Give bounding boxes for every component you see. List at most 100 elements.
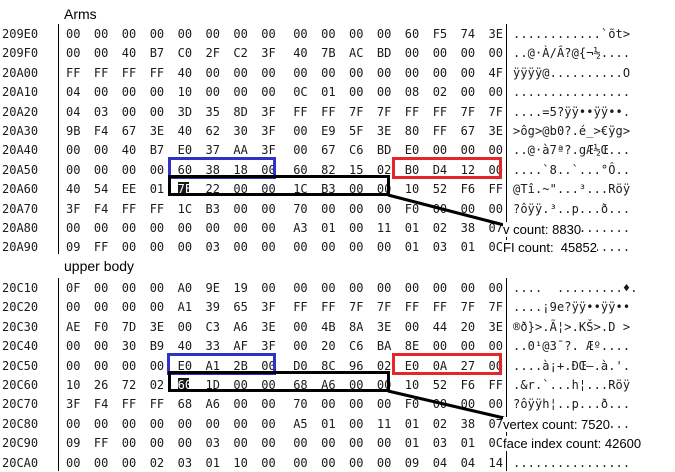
hex-byte[interactable]: 3D <box>177 104 193 119</box>
hex-byte[interactable]: 04 <box>460 455 476 470</box>
ascii-text[interactable]: ?ôÿÿh¦..p...ð... <box>513 397 631 412</box>
hex-byte[interactable]: E0 <box>177 143 193 158</box>
hex-byte[interactable]: 0C <box>488 436 503 451</box>
hex-byte[interactable]: B3 <box>205 201 220 216</box>
hex-byte[interactable]: 00 <box>376 436 392 451</box>
hex-byte[interactable]: 09 <box>66 240 81 255</box>
hex-byte[interactable]: 00 <box>121 221 137 235</box>
hex-byte[interactable]: 30 <box>233 124 248 138</box>
hex-byte[interactable]: 01 <box>149 182 165 197</box>
hex-byte[interactable]: 00 <box>349 436 364 451</box>
hex-byte[interactable]: 00 <box>121 436 137 451</box>
hex-byte[interactable]: FF <box>432 104 448 119</box>
hex-byte[interactable]: 00 <box>460 143 476 158</box>
hex-byte[interactable]: 40 <box>177 65 193 80</box>
hex-byte[interactable]: 7F <box>488 104 503 119</box>
hex-byte[interactable]: 44 <box>432 319 448 334</box>
hex-byte[interactable]: 00 <box>488 143 503 158</box>
hex-byte[interactable]: FF <box>432 124 448 138</box>
hex-byte[interactable]: 3F <box>261 46 276 61</box>
hex-byte[interactable]: C6 <box>349 339 364 354</box>
hex-byte[interactable]: 38 <box>205 162 220 177</box>
hex-byte[interactable]: A6 <box>205 397 220 412</box>
hex-byte[interactable]: 00 <box>121 416 137 431</box>
hex-byte[interactable]: 00 <box>261 221 276 235</box>
hex-byte[interactable]: 01 <box>321 85 336 100</box>
hex-byte[interactable]: 38 <box>460 221 476 235</box>
hex-byte[interactable]: D0 <box>293 358 308 373</box>
hex-byte[interactable]: 3F <box>66 201 81 216</box>
hex-byte[interactable]: 3F <box>261 300 276 315</box>
hex-byte[interactable]: 10 <box>233 455 248 470</box>
hex-byte[interactable]: 00 <box>293 436 308 451</box>
hex-byte[interactable]: 03 <box>93 104 109 119</box>
hex-byte[interactable]: 7E <box>177 182 193 197</box>
hex-byte[interactable]: 00 <box>205 85 220 100</box>
hex-byte[interactable]: BD <box>376 143 392 158</box>
hex-byte[interactable]: 3F <box>261 104 276 119</box>
hex-byte[interactable]: D4 <box>432 162 448 177</box>
hex-byte[interactable]: 00 <box>376 281 392 295</box>
hex-byte[interactable]: 60 <box>293 162 308 177</box>
hex-byte[interactable]: 00 <box>432 46 448 61</box>
hex-byte[interactable]: 00 <box>488 85 503 100</box>
hex-byte[interactable]: 01 <box>321 221 336 235</box>
hex-byte[interactable]: 00 <box>404 46 420 61</box>
hex-byte[interactable]: F6 <box>460 182 476 197</box>
hex-byte[interactable]: 40 <box>121 143 137 158</box>
ascii-text[interactable]: @Tî.~"...³...Röÿ <box>513 182 631 197</box>
hex-byte[interactable]: 30 <box>121 339 137 354</box>
hex-byte[interactable]: 00 <box>205 27 220 41</box>
hex-byte[interactable]: 65 <box>233 300 248 315</box>
hex-byte[interactable]: 3F <box>261 124 276 138</box>
hex-byte[interactable]: 52 <box>432 378 448 392</box>
hex-byte[interactable]: 22 <box>205 182 220 197</box>
hex-byte[interactable]: 00 <box>233 85 248 100</box>
hex-byte[interactable]: FF <box>293 300 308 315</box>
hex-byte[interactable]: F4 <box>93 397 109 412</box>
hex-byte[interactable]: 00 <box>205 65 220 80</box>
hex-byte[interactable]: FF <box>93 65 109 80</box>
hex-byte[interactable]: 15 <box>349 162 364 177</box>
hex-byte[interactable]: 00 <box>121 300 137 315</box>
hex-byte[interactable]: 40 <box>121 46 137 61</box>
hex-byte[interactable]: A1 <box>177 300 193 315</box>
hex-byte[interactable]: 00 <box>404 65 420 80</box>
hex-byte[interactable]: 00 <box>149 162 165 177</box>
hex-byte[interactable]: 00 <box>261 281 276 295</box>
hex-byte[interactable]: 00 <box>66 339 81 354</box>
hex-byte[interactable]: 10 <box>404 182 420 197</box>
hex-byte[interactable]: 00 <box>93 27 109 41</box>
hex-byte[interactable]: B0 <box>404 162 420 177</box>
hex-byte[interactable]: 00 <box>404 319 420 334</box>
hex-byte[interactable]: 00 <box>321 455 336 470</box>
hex-byte[interactable]: 00 <box>376 240 392 255</box>
hex-byte[interactable]: 00 <box>488 339 503 354</box>
hex-byte[interactable]: E0 <box>177 358 193 373</box>
hex-byte[interactable]: 00 <box>93 162 109 177</box>
hex-byte[interactable]: 00 <box>149 221 165 235</box>
hex-byte[interactable]: 3E <box>149 319 165 334</box>
hex-byte[interactable]: 67 <box>121 124 137 138</box>
hex-byte[interactable]: 38 <box>460 416 476 431</box>
hex-byte[interactable]: 00 <box>93 416 109 431</box>
hex-byte[interactable]: F0 <box>93 319 109 334</box>
hex-byte[interactable]: AE <box>66 319 81 334</box>
hex-byte[interactable]: 01 <box>404 240 420 255</box>
ascii-text[interactable]: ............`õt> <box>513 27 631 41</box>
hex-byte[interactable]: 8D <box>233 104 248 119</box>
hex-byte[interactable]: 00 <box>349 455 364 470</box>
hex-byte[interactable]: 00 <box>149 300 165 315</box>
hex-byte[interactable]: 00 <box>293 339 308 354</box>
hex-byte[interactable]: 00 <box>460 85 476 100</box>
hex-byte[interactable]: FF <box>404 104 420 119</box>
hex-byte[interactable]: 00 <box>121 281 137 295</box>
hex-byte[interactable]: 00 <box>293 281 308 295</box>
hex-byte[interactable]: 5F <box>349 124 364 138</box>
hex-byte[interactable]: EE <box>121 182 137 197</box>
hex-byte[interactable]: 10 <box>66 378 81 392</box>
ascii-text[interactable]: ..@·À/Â?@{¬½.... <box>513 46 631 61</box>
hex-byte[interactable]: 03 <box>177 455 193 470</box>
hex-byte[interactable]: 74 <box>460 27 476 41</box>
hex-byte[interactable]: 00 <box>177 27 193 41</box>
